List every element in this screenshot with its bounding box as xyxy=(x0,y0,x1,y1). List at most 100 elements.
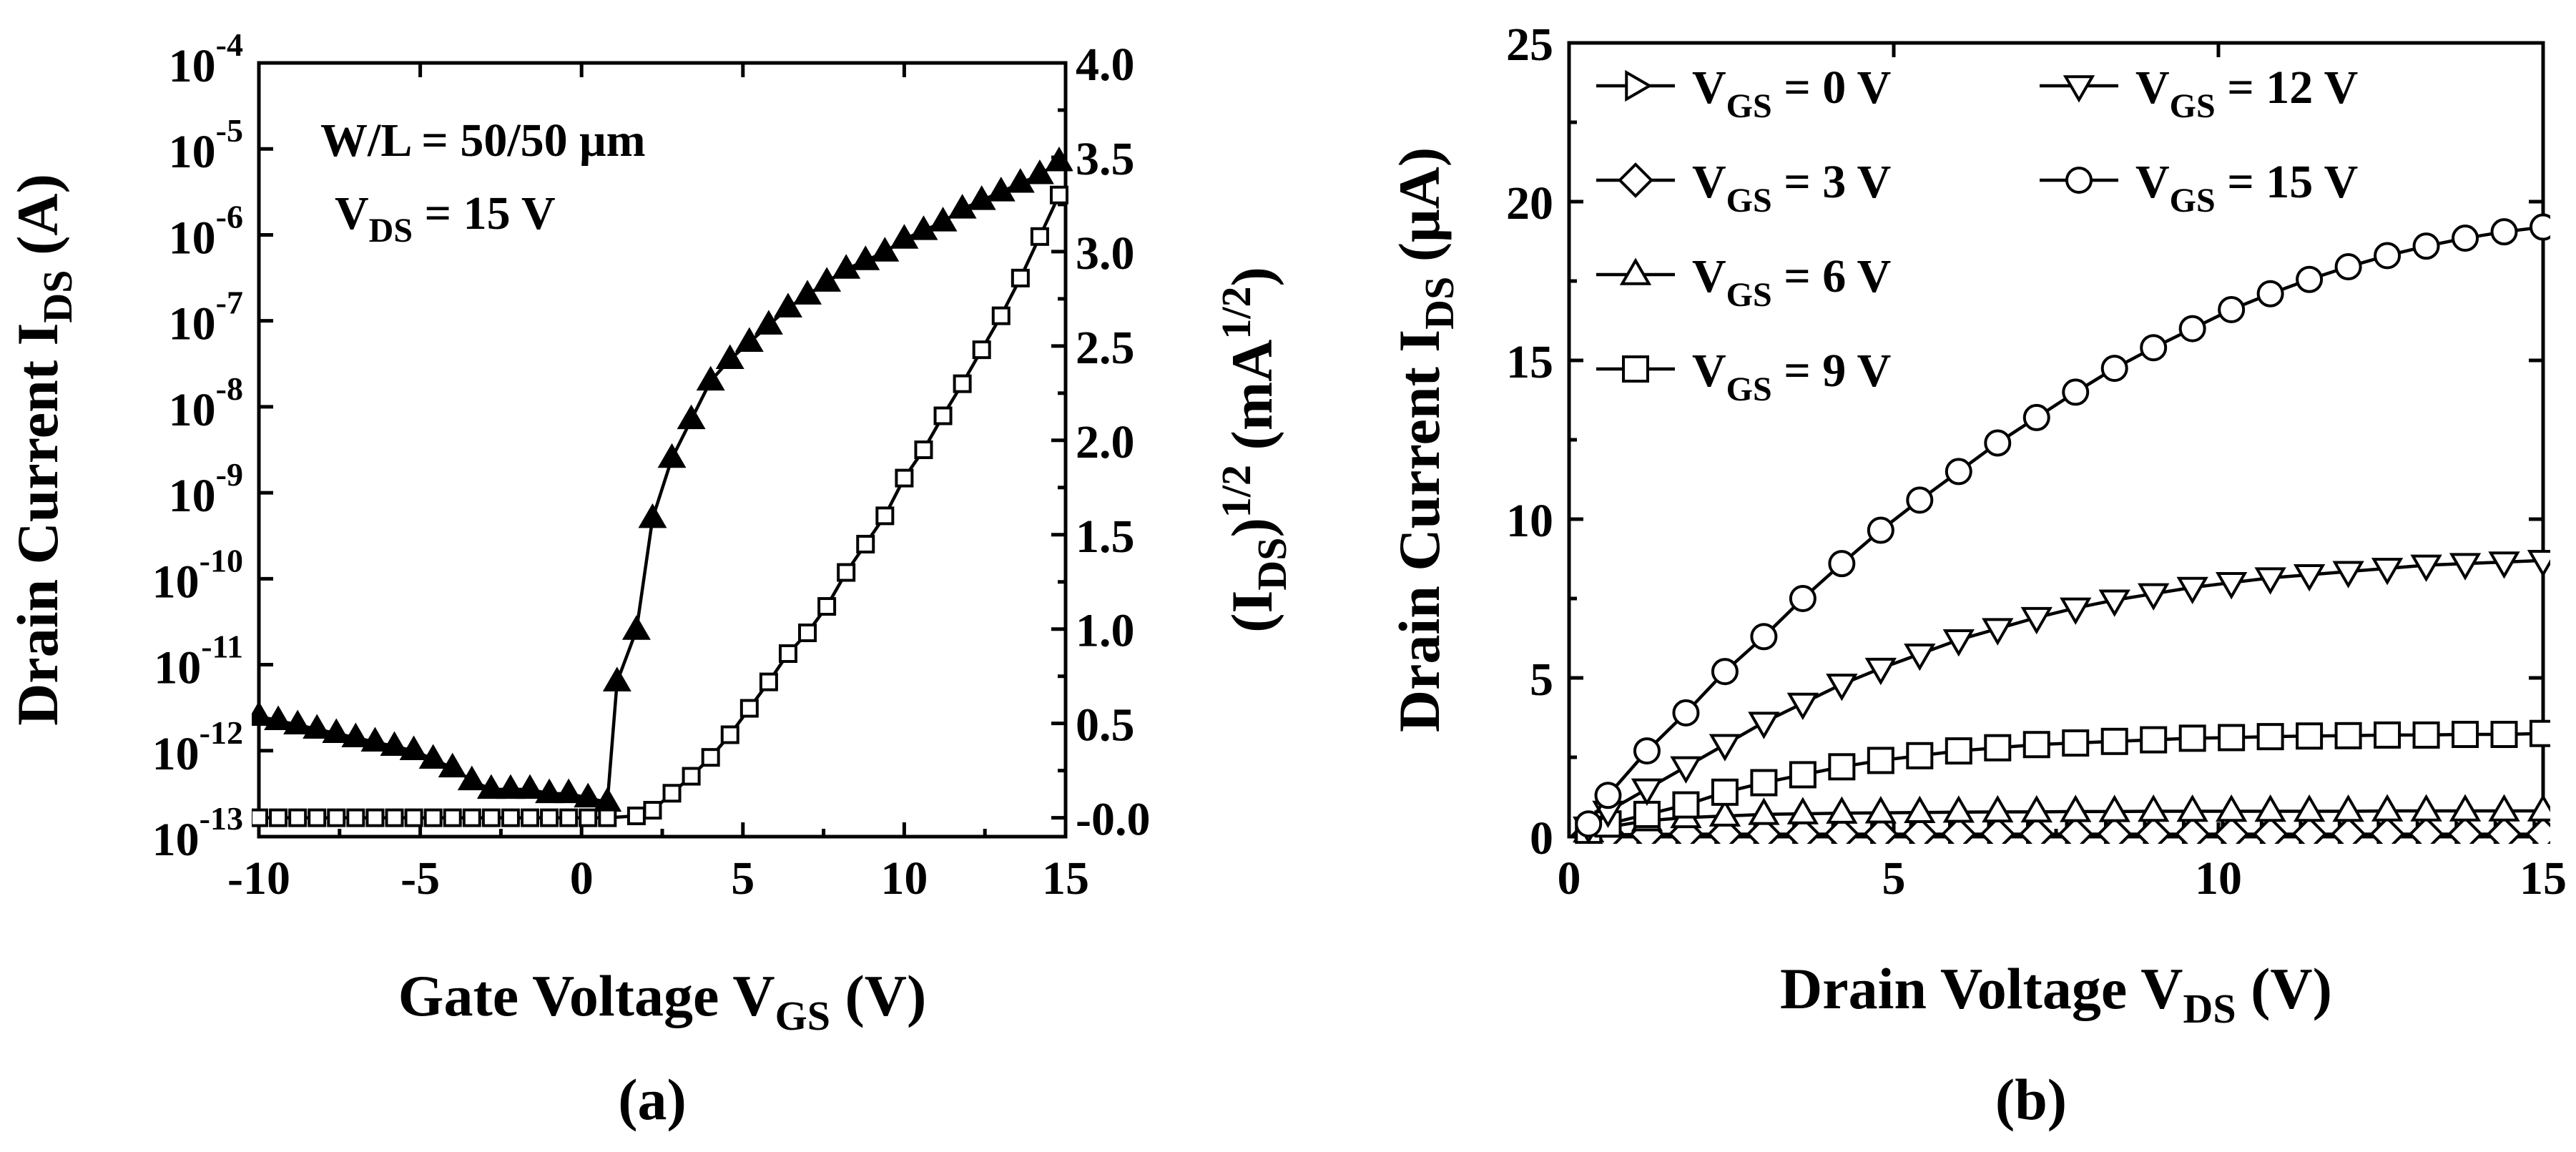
panel-a-sqrt-ids-point xyxy=(778,644,797,664)
panel-a-right-y-title-p4: ) xyxy=(1219,267,1284,286)
panel-b-x-title-tail: (V) xyxy=(2236,956,2332,1021)
panel-a-ids-log-point xyxy=(967,185,996,210)
panel-a-left-tick-base: 10 xyxy=(169,126,216,178)
panel-b-series-point-1 xyxy=(1668,816,1704,844)
panel-a-sqrt-ids-point xyxy=(953,374,972,393)
panel-a-sqrt-ids-point xyxy=(798,623,817,642)
panel-b-series-point-5 xyxy=(2296,265,2324,293)
panel-a-sqrt-ids-point xyxy=(521,808,540,827)
panel-a-ids-log-point xyxy=(1025,159,1054,184)
panel-b-legend-label-main: V xyxy=(2135,156,2170,208)
panel-a-sqrt-ids-point xyxy=(817,597,837,616)
panel-a-left-tick-label: 10-6 xyxy=(169,198,243,264)
panel-a-ids-log-point xyxy=(399,735,428,761)
panel-b-y-title-sub: DS xyxy=(1416,277,1462,330)
panel-b-series-point-4 xyxy=(2098,589,2130,617)
panel-a-ids-log-point xyxy=(554,778,584,804)
panel-b-y-title-tail: (μA) xyxy=(1387,147,1452,277)
panel-b-series-point-4 xyxy=(1709,734,1741,762)
panel-a-sqrt-ids-point xyxy=(579,808,598,827)
panel-b-legend-marker xyxy=(1619,257,1652,285)
panel-b-series-point-5 xyxy=(1789,585,1817,612)
panel-b-series-point-3 xyxy=(1828,753,1856,781)
panel-a-x-tick-label: 10 xyxy=(880,852,928,905)
panel-b-legend-label-main: V xyxy=(1692,156,1726,208)
panel-b-legend-marker xyxy=(2065,167,2093,194)
panel-b-series-point-3 xyxy=(1711,778,1739,806)
panel-b-series-point-5 xyxy=(1633,737,1661,765)
panel-a-left-tick-base: 10 xyxy=(169,298,216,350)
panel-a-left-tick-base: 10 xyxy=(169,212,216,264)
panel-b-series-point-1 xyxy=(2447,816,2483,844)
panel-a-left-tick-label: 10-12 xyxy=(152,714,243,780)
panel-a-x-title-main: Gate Voltage V xyxy=(398,963,775,1028)
panel-a-right-tick-label: 1.0 xyxy=(1076,605,1135,657)
panel-b-y-tick-label: 5 xyxy=(1530,654,1553,706)
panel-b-series-point-2 xyxy=(2176,794,2208,822)
panel-a-ids-log-point xyxy=(928,207,958,232)
panel-a-sqrt-ids-point xyxy=(365,808,385,827)
panel-a-x-tick-label: -5 xyxy=(400,852,440,905)
panel-b-series-point-2 xyxy=(2449,794,2482,822)
panel-b-series-point-2 xyxy=(2215,794,2248,822)
panel-a-ids-log-point xyxy=(754,310,783,335)
panel-b-series-point-5 xyxy=(1575,810,1603,838)
panel-a-plot-frame xyxy=(257,61,1068,839)
panel-b-series-point-5 xyxy=(2334,253,2362,281)
panel-a-x-tick-label: 15 xyxy=(1042,852,1089,905)
panel-a-left-tick-exponent: -9 xyxy=(216,456,243,493)
panel-b-series-point-3 xyxy=(2490,721,2518,749)
panel-b-series-point-2 xyxy=(2098,794,2130,822)
panel-a-ids-log-point xyxy=(252,701,273,726)
panel-b-series-point-1 xyxy=(2252,816,2289,844)
panel-a-sqrt-ids-point xyxy=(404,808,423,827)
panel-b-series-point-1 xyxy=(1940,816,1977,844)
panel-a-left-y-title-tail: (A) xyxy=(5,174,70,270)
panel-a-letter: (a) xyxy=(618,1067,687,1132)
panel-b-series-point-5 xyxy=(2218,295,2246,323)
panel-a-ids-log-point xyxy=(657,443,687,468)
panel-a-ids-log-point xyxy=(574,782,603,808)
panel-b-series-point-2 xyxy=(2488,794,2520,822)
panel-b-series-point-5 xyxy=(1672,699,1700,727)
panel-b-series-point-3 xyxy=(2334,722,2362,749)
panel-b-legend-marker xyxy=(1618,162,1653,198)
panel-a-sqrt-ids-point xyxy=(308,808,327,827)
panel-a-left-tick-exponent: -6 xyxy=(216,198,243,235)
panel-b-series-point-1 xyxy=(2018,816,2055,844)
panel-b-legend-label-tail: = 6 V xyxy=(1772,250,1892,302)
panel-b-series-point-2 xyxy=(1864,796,1897,824)
panel-b-x-tick-label: 5 xyxy=(1882,852,1906,905)
panel-a-ids-log-point xyxy=(457,765,486,791)
panel-a-sqrt-ids-point xyxy=(643,801,662,820)
panel-a-sqrt-ids-point xyxy=(346,808,365,827)
panel-b-series-point-3 xyxy=(1789,761,1817,789)
panel-b-series-point-5 xyxy=(2530,213,2550,241)
panel-a-ids-log-point xyxy=(516,774,544,799)
panel-b-y-axis-title: Drain Current IDS (μA) xyxy=(1387,147,1462,732)
panel-b-series-point-4 xyxy=(1942,629,1975,657)
panel-b-series-point-1 xyxy=(2486,816,2522,844)
panel-a-sqrt-ids-point xyxy=(991,306,1011,325)
panel-a-sqrt-ids-point xyxy=(856,534,875,553)
panel-a-ids-log-point xyxy=(303,714,332,739)
panel-b-series-point-3 xyxy=(1984,734,2012,762)
panel-a-x-title-sub: GS xyxy=(775,993,830,1039)
panel-b-legend-label-sub: GS xyxy=(2170,182,2216,220)
panel-a-x-axis-title: Gate Voltage VGS (V) xyxy=(398,963,927,1039)
panel-a-right-y-title-p3: (mA xyxy=(1219,340,1284,465)
panel-b-y-tick-label: 25 xyxy=(1506,19,1553,71)
panel-a-ids-log-point xyxy=(476,774,506,799)
panel-a-left-y-title-sub: DS xyxy=(34,270,81,323)
panel-b-series-point-4 xyxy=(2254,567,2286,595)
panel-b-series-point-2 xyxy=(2138,794,2170,822)
panel-a-sqrt-ids-point xyxy=(933,406,953,425)
panel-b-series-point-3 xyxy=(2530,719,2550,747)
panel-b-series-point-3 xyxy=(2100,727,2128,755)
panel-a-left-y-axis-title: Drain Current IDS (A) xyxy=(5,174,81,726)
panel-b-series-point-5 xyxy=(2140,334,2168,362)
panel-b-x-axis-title: Drain Voltage VDS (V) xyxy=(1780,956,2332,1032)
panel-a-right-tick-label: 3.5 xyxy=(1076,133,1135,185)
